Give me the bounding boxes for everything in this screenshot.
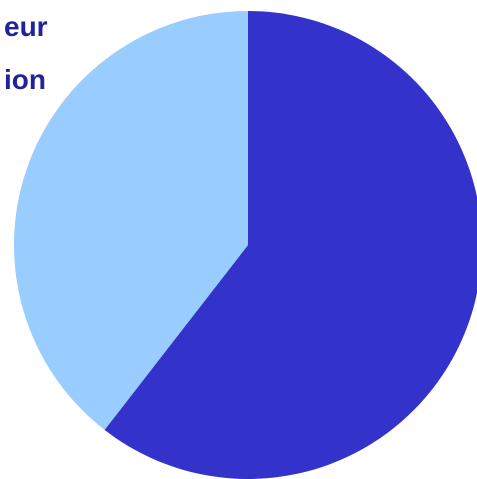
pie-slice-2 bbox=[13, 11, 248, 430]
annotation-line-1: eur bbox=[4, 11, 48, 42]
pie-slices bbox=[13, 11, 477, 479]
pie-slice-1 bbox=[104, 11, 477, 479]
annotation-line-2: ion bbox=[4, 64, 46, 95]
